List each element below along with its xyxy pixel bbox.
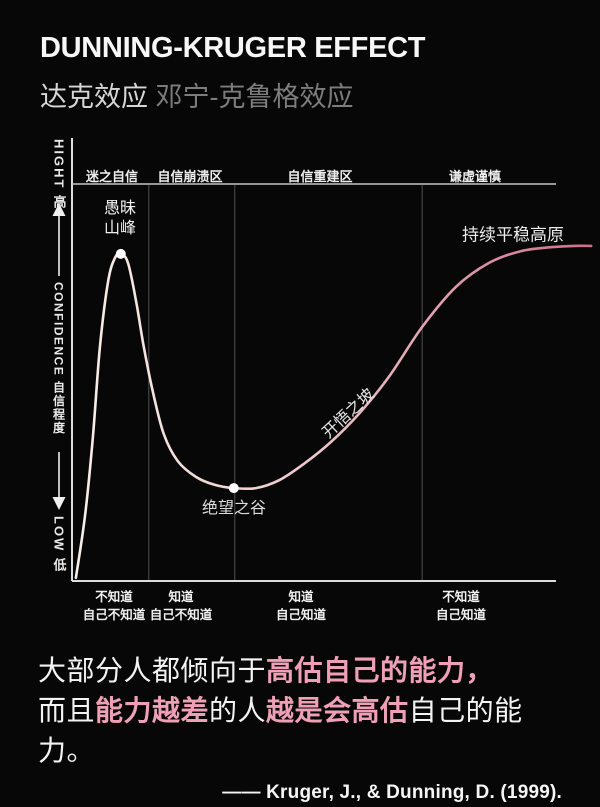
y-axis-low-label: LOW 低 — [51, 516, 67, 573]
y-axis-high-label: HIGHT 高 — [51, 139, 67, 211]
statement-line-2: 而且能力越差的人越是会高估自己的能力。 — [38, 691, 562, 771]
x-label-line: 知道 — [168, 590, 194, 604]
zone-label-blind-confidence: 迷之自信 — [85, 169, 139, 184]
x-label-known-knowns: 知道 自己知道 — [276, 589, 326, 624]
subtitle-chinese-short: 达克效应 — [40, 82, 148, 112]
statement-text: 自己的能力。 — [38, 694, 523, 766]
annotation-mount-stupid-line1: 愚昧 — [103, 200, 137, 217]
statement-line-1: 大部分人都倾向于高估自己的能力， — [38, 651, 562, 691]
statement-text: 大部分人都倾向于 — [38, 655, 267, 686]
x-label-line: 自己知道 — [435, 607, 487, 622]
annotation-mount-stupid: 愚昧 山峰 — [104, 199, 136, 239]
x-label-unknown-knowns: 不知道 自己知道 — [436, 589, 486, 624]
zone-label-confidence-rebuild: 自信重建区 — [287, 169, 353, 184]
x-label-line: 知道 — [288, 590, 314, 604]
x-label-line: 自己不知道 — [82, 607, 146, 622]
x-label-known-unknowns: 知道 自己不知道 — [150, 589, 213, 624]
statement-text: 而且 — [38, 694, 96, 726]
x-label-unknown-unknowns: 不知道 自己不知道 — [83, 589, 146, 624]
annotation-plateau-of-sustainability: 持续平稳高原 — [462, 225, 564, 245]
summary-statement: 大部分人都倾向于高估自己的能力， 而且能力越差的人越是会高估自己的能力。 —— … — [38, 651, 562, 807]
zone-divider-lines — [148, 184, 423, 580]
arrow-up-icon — [52, 203, 66, 216]
page-subtitle: 达克效应 邓宁-克鲁格效应 — [40, 75, 354, 114]
x-label-line: 不知道 — [95, 590, 133, 604]
annotation-mount-stupid-line2: 山峰 — [103, 220, 137, 237]
zone-label-confidence-collapse: 自信崩溃区 — [157, 169, 223, 184]
subtitle-chinese-full: 邓宁-克鲁格效应 — [155, 82, 354, 112]
y-axis-title: CONFIDENCE 自信程度 — [51, 282, 66, 436]
citation: —— Kruger, J., & Dunning, D. (1999). — [222, 782, 562, 804]
arrow-down-icon — [52, 497, 66, 510]
page-title: DUNNING-KRUGER EFFECT — [40, 32, 426, 64]
statement-highlight: 高估自己的能力， — [266, 655, 495, 686]
peak-marker — [115, 248, 126, 259]
curve-point-markers — [115, 248, 239, 494]
x-label-line: 自己不知道 — [149, 607, 213, 622]
valley-marker — [228, 483, 239, 494]
x-label-line: 不知道 — [442, 590, 480, 604]
statement-text: 的人 — [209, 694, 267, 726]
x-label-line: 自己知道 — [275, 607, 327, 622]
annotation-valley-of-despair: 绝望之谷 — [201, 500, 267, 517]
statement-highlight: 能力越差 — [95, 694, 210, 726]
statement-highlight: 越是会高估 — [266, 694, 409, 726]
zone-label-humble: 谦虚谨慎 — [448, 169, 502, 184]
confidence-curve — [74, 244, 593, 580]
